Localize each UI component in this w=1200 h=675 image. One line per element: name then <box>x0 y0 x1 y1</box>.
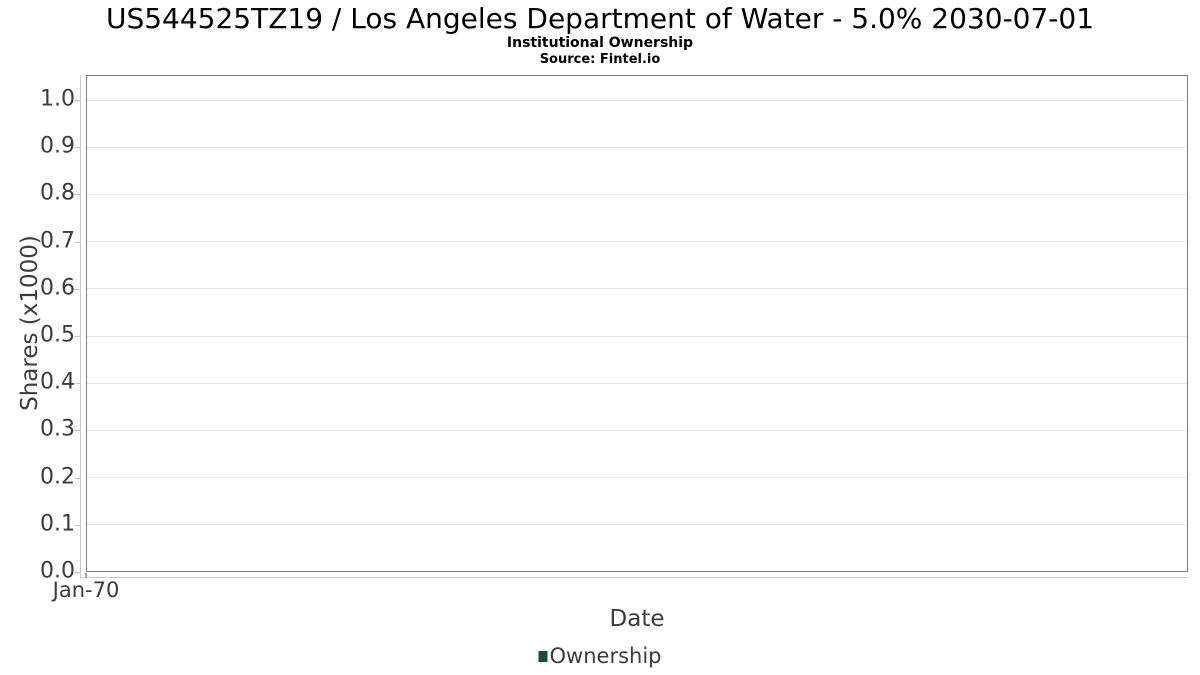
gridline-y-0.1 <box>87 524 1187 526</box>
x-tick-mark-jan-70 <box>85 573 87 578</box>
y-tick-mark-0.7 <box>74 241 80 243</box>
y-axis-line <box>80 75 81 578</box>
y-tick-label-0.8: 0.8 <box>40 180 75 206</box>
y-tick-label-0.1: 0.1 <box>40 511 75 537</box>
gridline-y-0.2 <box>87 477 1187 479</box>
gridline-y-0.6 <box>87 288 1187 290</box>
y-tick-label-0.6: 0.6 <box>40 275 75 301</box>
y-tick-label-0.4: 0.4 <box>40 369 75 395</box>
chart-title: US544525TZ19 / Los Angeles Department of… <box>105 2 1095 35</box>
y-tick-mark-1.0 <box>74 100 80 101</box>
gridline-y-0.5 <box>87 335 1187 337</box>
legend: Ownership <box>538 644 662 668</box>
y-tick-mark-0.0 <box>74 572 80 573</box>
y-tick-mark-0.5 <box>74 336 80 337</box>
y-tick-label-0.0: 0.0 <box>40 558 75 584</box>
gridline-y-0.4 <box>87 382 1187 384</box>
x-tick-label-jan-70: Jan-70 <box>52 578 120 602</box>
y-tick-mark-0.2 <box>74 477 80 479</box>
y-tick-label-0.9: 0.9 <box>40 133 75 159</box>
y-tick-label-0.5: 0.5 <box>40 322 75 348</box>
gridline-y-0.7 <box>87 241 1187 243</box>
y-tick-label-0.7: 0.7 <box>40 227 75 253</box>
chart-subtitle: Institutional Ownership <box>506 35 694 51</box>
y-tick-mark-0.3 <box>74 430 80 432</box>
y-tick-mark-0.9 <box>74 147 80 149</box>
y-tick-label-1.0: 1.0 <box>40 86 75 112</box>
y-tick-mark-0.8 <box>74 194 80 196</box>
y-tick-mark-0.4 <box>74 383 80 385</box>
legend-marker-ownership <box>538 650 548 662</box>
gridline-y-0.9 <box>87 146 1187 148</box>
y-tick-label-0.3: 0.3 <box>40 416 75 442</box>
chart-source-credit: Source: Fintel.io <box>539 52 661 67</box>
gridline-y-1.0 <box>87 99 1187 101</box>
legend-label-ownership: Ownership <box>549 644 662 668</box>
gridline-y-0.3 <box>87 429 1187 431</box>
y-tick-mark-0.6 <box>74 288 80 290</box>
x-axis-title: Date <box>609 606 665 632</box>
x-axis-line <box>80 577 1188 578</box>
plot-area <box>86 75 1188 572</box>
y-tick-mark-0.1 <box>74 524 80 526</box>
y-tick-label-0.2: 0.2 <box>40 463 75 489</box>
gridline-y-0.8 <box>87 193 1187 195</box>
